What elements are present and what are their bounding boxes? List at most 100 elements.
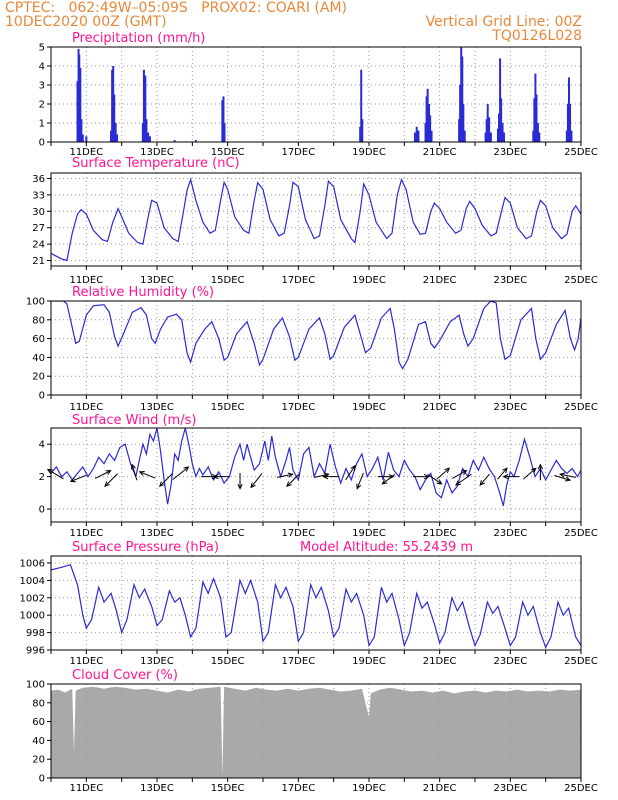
y-tick-label: 1000 (20, 611, 45, 622)
x-tick-label: 25DEC (564, 656, 598, 667)
y-tick-label: 3 (39, 81, 45, 92)
precip-bar (570, 130, 573, 142)
wind-arrow (452, 470, 467, 479)
x-tick-label: 15DEC (211, 528, 245, 539)
wind-arrowhead (212, 473, 219, 480)
y-tick-label: 0 (39, 391, 45, 402)
x-tick-label: 17DEC (281, 783, 315, 794)
y-tick-label: 4 (39, 440, 45, 451)
panel-3: 0 2 4 11DEC 13DEC 15DEC 17DEC 19DEC 21DEC 23DEC 25… (39, 413, 598, 539)
x-tick-label: 17DEC (281, 275, 315, 286)
wind-arrowhead (69, 477, 76, 483)
wind-arrow (436, 467, 450, 480)
precip-bar (142, 69, 145, 142)
cloud-area (51, 686, 581, 778)
x-tick-label: 15DEC (211, 783, 245, 794)
wind-arrowhead (381, 479, 388, 485)
precip-bar (459, 85, 462, 142)
y-tick-label: 1006 (20, 558, 45, 569)
x-tick-label: 13DEC (140, 783, 174, 794)
precip-bar (488, 117, 491, 142)
x-tick-label: 23DEC (493, 147, 527, 158)
wind-arrow (554, 475, 571, 481)
precip-bar (85, 136, 88, 142)
y-tick-label: 100 (26, 297, 45, 308)
precip-bar (565, 130, 568, 142)
precip-bar (141, 123, 144, 142)
precip-bar (463, 130, 466, 142)
wind-arrowhead (322, 473, 329, 480)
precip-bar (501, 123, 504, 142)
wind-arrow (159, 473, 173, 487)
y-tick-label: 27 (32, 223, 45, 234)
header-date: 10DEC2020 00Z (GMT) (5, 14, 167, 30)
x-tick-label: 23DEC (493, 656, 527, 667)
x-tick-label: 21DEC (423, 275, 457, 286)
series-line (51, 301, 581, 370)
wind-arrow (47, 468, 64, 480)
precip-bar (147, 132, 150, 142)
precip-bar (461, 56, 464, 142)
wind-arrow (560, 473, 576, 478)
x-tick-label: 13DEC (140, 656, 174, 667)
precip-bar (426, 88, 429, 142)
precip-bar (113, 94, 116, 142)
x-tick-label: 11DEC (69, 783, 103, 794)
x-tick-label: 15DEC (211, 402, 245, 413)
x-tick-label: 19DEC (352, 528, 386, 539)
precip-bar (485, 119, 488, 142)
x-tick-label: 21DEC (423, 783, 457, 794)
x-tick-label: 13DEC (140, 528, 174, 539)
precip-bar (81, 134, 84, 142)
wind-arrowhead (423, 473, 430, 480)
panel-title: Surface Temperature (nC) (72, 156, 240, 171)
precip-bar (78, 54, 81, 142)
x-tick-label: 11DEC (69, 402, 103, 413)
panel-4: 996 998 1000 1002 1004 1006 11DEC 13DEC 15DEC 17D… (20, 540, 598, 667)
precip-bar (359, 126, 362, 142)
panel-title: Cloud Cover (%) (72, 668, 178, 683)
x-tick-label: 17DEC (281, 402, 315, 413)
precip-bar (430, 130, 433, 142)
y-tick-label: 4 (39, 62, 45, 73)
x-tick-label: 15DEC (211, 656, 245, 667)
panel-frame (50, 172, 582, 267)
precip-bar (114, 123, 117, 142)
panel-5: 0 20 40 60 80 100 11DEC 13DEC 15DEC 17DEC 19DEC 21D… (26, 668, 598, 794)
x-tick-label: 23DEC (493, 402, 527, 413)
wind-arrow (70, 474, 87, 482)
x-tick-label: 17DEC (281, 147, 315, 158)
precip-bar (536, 123, 539, 142)
x-tick-label: 23DEC (493, 528, 527, 539)
x-tick-label: 25DEC (564, 147, 598, 158)
wind-arrow (131, 464, 138, 481)
x-tick-label: 17DEC (281, 528, 315, 539)
panel-2: 0 20 40 60 80 100 11DEC 13DEC 15DEC 17DEC 19DEC 21D… (26, 285, 598, 413)
y-tick-label: 80 (32, 315, 45, 326)
x-tick-label: 25DEC (564, 783, 598, 794)
wind-arrow (286, 473, 300, 487)
panel-title: Precipitation (mm/h) (72, 31, 205, 46)
wind-arrow (172, 466, 189, 480)
y-tick-label: 5 (39, 43, 45, 54)
y-tick-label: 20 (32, 755, 45, 766)
wind-arrowhead (356, 483, 362, 490)
y-tick-label: 60 (32, 334, 45, 345)
precip-bar (500, 98, 503, 142)
precip-bar (496, 128, 499, 142)
wind-arrow (250, 473, 263, 488)
y-tick-label: 0 (39, 138, 45, 149)
x-tick-label: 25DEC (564, 528, 598, 539)
y-tick-label: 100 (26, 680, 45, 691)
precip-bar (534, 73, 537, 142)
wind-arrowhead (530, 467, 537, 474)
x-tick-label: 11DEC (69, 275, 103, 286)
y-tick-label: 1 (39, 119, 45, 130)
y-tick-label: 0 (39, 774, 45, 785)
precip-bar (499, 58, 502, 142)
panel-title: Surface Pressure (hPa) (72, 540, 219, 555)
precip-bar (502, 132, 505, 142)
wind-arrow (139, 471, 156, 479)
precip-bar (361, 119, 364, 142)
y-tick-label: 24 (32, 240, 45, 251)
